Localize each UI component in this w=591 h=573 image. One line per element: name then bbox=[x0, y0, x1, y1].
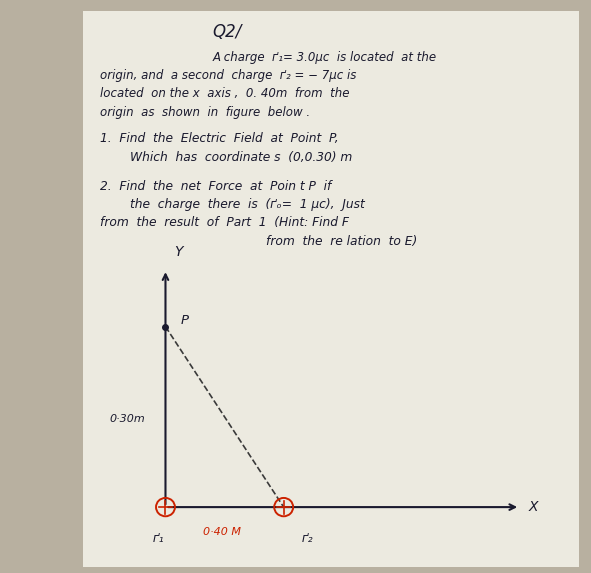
Text: the  charge  there  is  (ґₒ=  1 μc),  Just: the charge there is (ґₒ= 1 μc), Just bbox=[130, 198, 365, 211]
Text: 0·40 M: 0·40 M bbox=[203, 527, 241, 537]
Text: 0·30m: 0·30m bbox=[109, 414, 145, 425]
Text: located  on the x  axis ,  0. 40m  from  the: located on the x axis , 0. 40m from the bbox=[100, 88, 350, 100]
Text: ґ₂: ґ₂ bbox=[301, 532, 313, 545]
Text: P: P bbox=[180, 315, 189, 327]
Text: Y: Y bbox=[174, 245, 183, 259]
Text: 2.  Find  the  net  Force  at  Poin t P  if: 2. Find the net Force at Poin t P if bbox=[100, 180, 332, 193]
Text: 1.  Find  the  Electric  Field  at  Point  P,: 1. Find the Electric Field at Point P, bbox=[100, 132, 339, 145]
Text: Which  has  coordinate s  (0,0.30) m: Which has coordinate s (0,0.30) m bbox=[130, 151, 352, 163]
Text: Q2/: Q2/ bbox=[213, 22, 242, 41]
Text: origin, and  a second  charge  ґ₂ = − 7μc is: origin, and a second charge ґ₂ = − 7μc i… bbox=[100, 69, 357, 82]
Text: from  the  result  of  Part  1  (Hint: Find F: from the result of Part 1 (Hint: Find F bbox=[100, 217, 349, 229]
Text: origin  as  shown  in  figure  below .: origin as shown in figure below . bbox=[100, 106, 311, 119]
FancyBboxPatch shape bbox=[83, 11, 579, 567]
Text: ґ₁: ґ₁ bbox=[152, 532, 164, 545]
Text: A charge  ґ₁= 3.0μc  is located  at the: A charge ґ₁= 3.0μc is located at the bbox=[213, 51, 437, 64]
Text: X: X bbox=[529, 500, 538, 514]
Text: from  the  re lation  to E): from the re lation to E) bbox=[266, 235, 417, 248]
